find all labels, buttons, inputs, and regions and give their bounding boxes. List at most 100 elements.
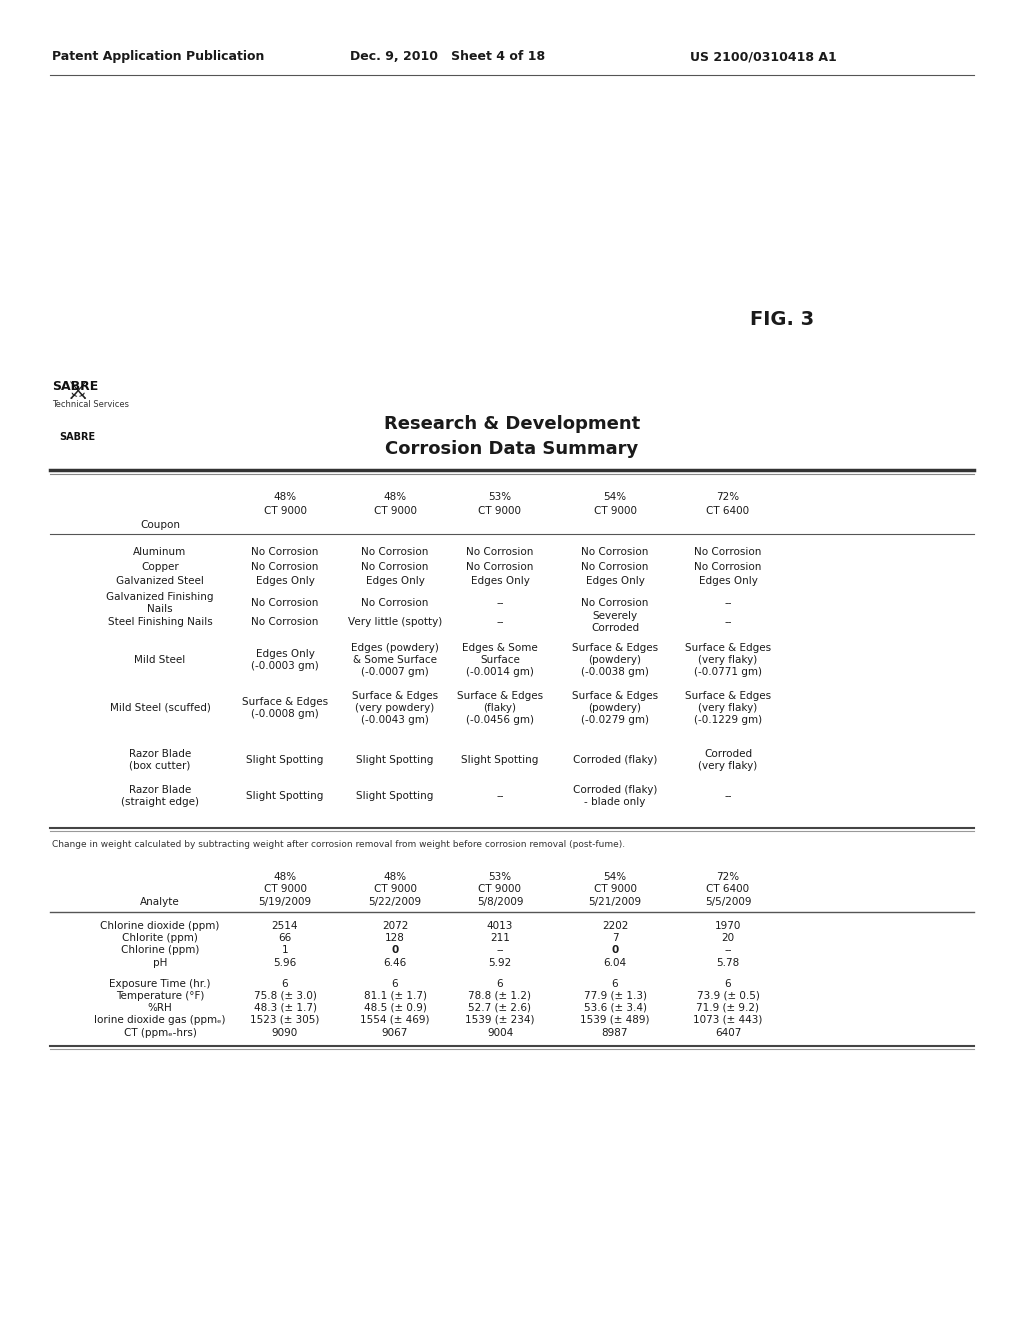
Text: 5/5/2009: 5/5/2009: [705, 898, 752, 907]
Text: Slight Spotting: Slight Spotting: [247, 755, 324, 766]
Text: 5/19/2009: 5/19/2009: [258, 898, 311, 907]
Text: Surface & Edges
(very flaky)
(-0.1229 gm): Surface & Edges (very flaky) (-0.1229 gm…: [685, 692, 771, 725]
Text: Mild Steel (scuffed): Mild Steel (scuffed): [110, 704, 211, 713]
Text: ⚔: ⚔: [67, 380, 89, 404]
Text: Slight Spotting: Slight Spotting: [356, 755, 434, 766]
Text: 77.9 (± 1.3): 77.9 (± 1.3): [584, 991, 646, 1001]
Text: --: --: [497, 598, 504, 609]
Text: 48%: 48%: [383, 873, 407, 882]
Text: 6.46: 6.46: [383, 958, 407, 968]
Text: 73.9 (± 0.5): 73.9 (± 0.5): [696, 991, 760, 1001]
Text: 6: 6: [392, 979, 398, 989]
Text: Temperature (°F): Temperature (°F): [116, 991, 204, 1001]
Text: Dec. 9, 2010   Sheet 4 of 18: Dec. 9, 2010 Sheet 4 of 18: [350, 50, 545, 63]
Text: CT 9000: CT 9000: [374, 506, 417, 516]
Text: 48%: 48%: [383, 492, 407, 502]
Text: 2514: 2514: [271, 921, 298, 931]
Text: Research & Development: Research & Development: [384, 414, 640, 433]
Text: No Corrosion: No Corrosion: [582, 598, 648, 609]
Text: --: --: [724, 945, 732, 954]
Text: CT 6400: CT 6400: [707, 506, 750, 516]
Text: Edges (powdery)
& Some Surface
(-0.0007 gm): Edges (powdery) & Some Surface (-0.0007 …: [351, 643, 439, 677]
Text: CT 9000: CT 9000: [374, 884, 417, 894]
Text: Copper: Copper: [141, 562, 179, 572]
Text: 1: 1: [282, 945, 289, 954]
Text: SABRE: SABRE: [59, 432, 95, 442]
Text: --: --: [497, 791, 504, 801]
Text: CT 6400: CT 6400: [707, 884, 750, 894]
Text: --: --: [497, 945, 504, 954]
Text: 75.8 (± 3.0): 75.8 (± 3.0): [254, 991, 316, 1001]
Text: Slight Spotting: Slight Spotting: [462, 755, 539, 766]
Text: 53%: 53%: [488, 873, 512, 882]
Text: 2072: 2072: [382, 921, 409, 931]
Text: No Corrosion: No Corrosion: [361, 562, 429, 572]
Text: 1539 (± 489): 1539 (± 489): [581, 1015, 650, 1026]
Text: No Corrosion: No Corrosion: [582, 546, 648, 557]
Text: 211: 211: [490, 933, 510, 942]
Text: Slight Spotting: Slight Spotting: [356, 791, 434, 801]
Text: 9067: 9067: [382, 1028, 409, 1038]
Text: 4013: 4013: [486, 921, 513, 931]
Text: Patent Application Publication: Patent Application Publication: [52, 50, 264, 63]
Text: 5.92: 5.92: [488, 958, 512, 968]
Text: No Corrosion: No Corrosion: [694, 546, 762, 557]
Text: No Corrosion: No Corrosion: [251, 546, 318, 557]
Text: Slight Spotting: Slight Spotting: [247, 791, 324, 801]
Text: 6: 6: [611, 979, 618, 989]
Text: Surface & Edges
(very flaky)
(-0.0771 gm): Surface & Edges (very flaky) (-0.0771 gm…: [685, 643, 771, 677]
Text: 48.5 (± 0.9): 48.5 (± 0.9): [364, 1003, 426, 1012]
Text: Very little (spotty): Very little (spotty): [348, 616, 442, 627]
Text: No Corrosion: No Corrosion: [582, 562, 648, 572]
Text: 5/22/2009: 5/22/2009: [369, 898, 422, 907]
Text: Edges Only: Edges Only: [471, 576, 529, 586]
Text: Corroded (flaky): Corroded (flaky): [572, 755, 657, 766]
Text: Corrosion Data Summary: Corrosion Data Summary: [385, 440, 639, 458]
Text: Chlorine (ppm): Chlorine (ppm): [121, 945, 200, 954]
Text: Corroded (flaky)
- blade only: Corroded (flaky) - blade only: [572, 785, 657, 807]
Text: CT 9000: CT 9000: [594, 884, 637, 894]
Text: Edges Only: Edges Only: [698, 576, 758, 586]
Text: 53%: 53%: [488, 492, 512, 502]
Text: Severely
Corroded: Severely Corroded: [591, 611, 639, 632]
Text: Edges Only: Edges Only: [256, 576, 314, 586]
Text: 6407: 6407: [715, 1028, 741, 1038]
Text: 5.96: 5.96: [273, 958, 297, 968]
Text: 8987: 8987: [602, 1028, 629, 1038]
Text: 1539 (± 234): 1539 (± 234): [465, 1015, 535, 1026]
Text: Exposure Time (hr.): Exposure Time (hr.): [110, 979, 211, 989]
Text: 53.6 (± 3.4): 53.6 (± 3.4): [584, 1003, 646, 1012]
Text: 78.8 (± 1.2): 78.8 (± 1.2): [469, 991, 531, 1001]
Text: 2202: 2202: [602, 921, 628, 931]
Text: 52.7 (± 2.6): 52.7 (± 2.6): [469, 1003, 531, 1012]
Text: 6: 6: [725, 979, 731, 989]
Text: 48%: 48%: [273, 873, 297, 882]
Text: 0: 0: [611, 945, 618, 954]
Text: Galvanized Finishing
Nails: Galvanized Finishing Nails: [106, 593, 214, 614]
Text: No Corrosion: No Corrosion: [694, 562, 762, 572]
Text: FIG. 3: FIG. 3: [750, 310, 814, 329]
Text: 72%: 72%: [717, 492, 739, 502]
Text: Razor Blade
(box cutter): Razor Blade (box cutter): [129, 750, 191, 771]
Text: Corroded
(very flaky): Corroded (very flaky): [698, 750, 758, 771]
Text: No Corrosion: No Corrosion: [361, 546, 429, 557]
Text: 5.78: 5.78: [717, 958, 739, 968]
Text: No Corrosion: No Corrosion: [251, 616, 318, 627]
Text: 72%: 72%: [717, 873, 739, 882]
Text: Edges & Some
Surface
(-0.0014 gm): Edges & Some Surface (-0.0014 gm): [462, 643, 538, 677]
Text: No Corrosion: No Corrosion: [466, 562, 534, 572]
Text: Surface & Edges
(powdery)
(-0.0038 gm): Surface & Edges (powdery) (-0.0038 gm): [572, 643, 658, 677]
Text: 6.04: 6.04: [603, 958, 627, 968]
Text: --: --: [724, 598, 732, 609]
Text: --: --: [724, 791, 732, 801]
Text: Coupon: Coupon: [140, 520, 180, 531]
Text: 54%: 54%: [603, 492, 627, 502]
Text: 5/21/2009: 5/21/2009: [589, 898, 642, 907]
Text: CT 9000: CT 9000: [263, 506, 306, 516]
Text: CT 9000: CT 9000: [263, 884, 306, 894]
Text: 20: 20: [722, 933, 734, 942]
Text: Galvanized Steel: Galvanized Steel: [116, 576, 204, 586]
Text: Edges Only: Edges Only: [586, 576, 644, 586]
Text: Technical Services: Technical Services: [52, 400, 129, 409]
Text: Edges Only: Edges Only: [366, 576, 424, 586]
